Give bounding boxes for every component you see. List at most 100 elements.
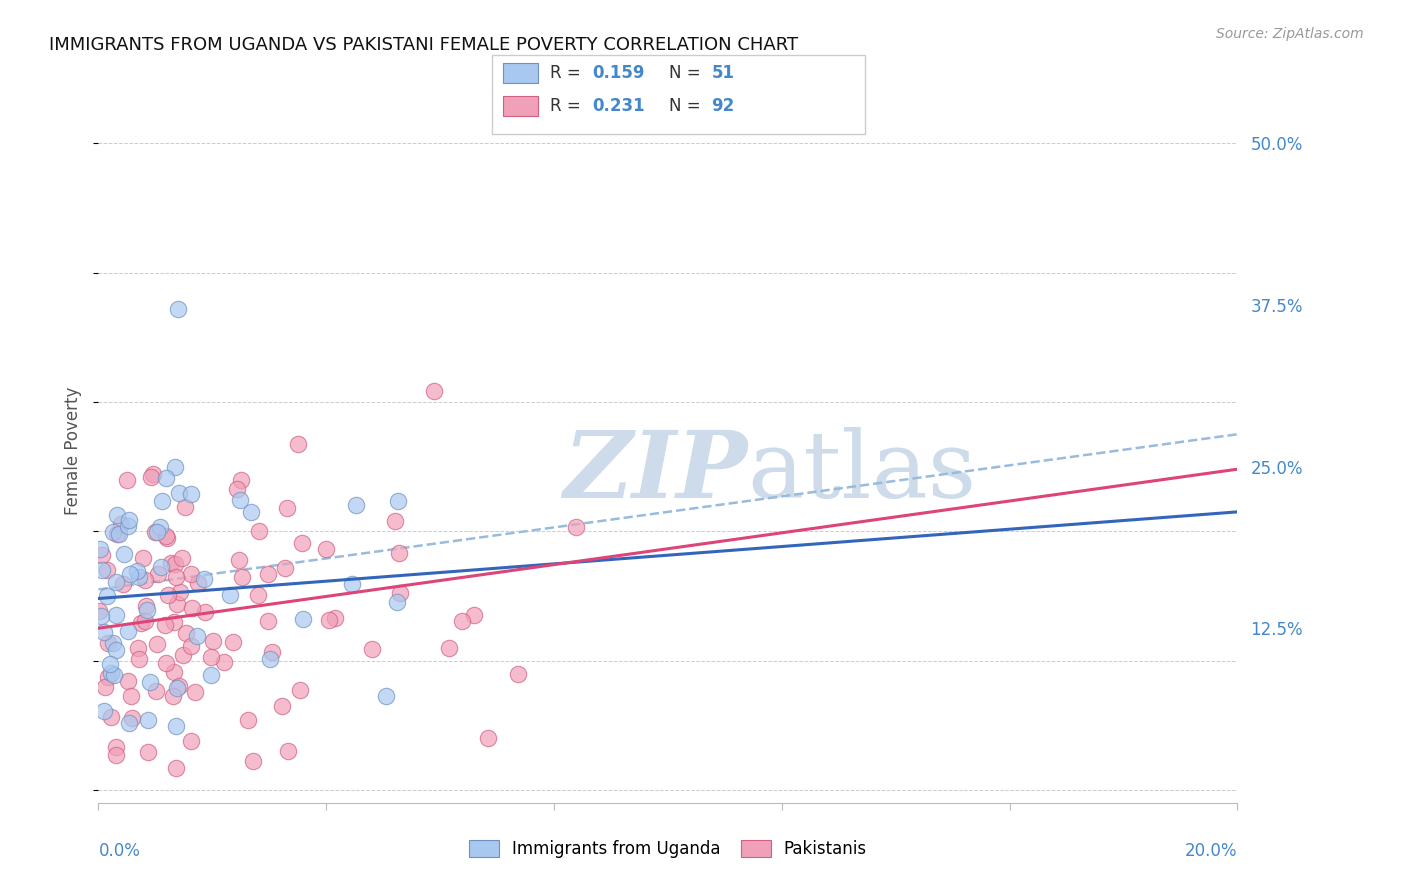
Point [291, 536, 314, 550]
Point [127, 640, 149, 655]
Point [221, 635, 243, 649]
Text: atlas: atlas [748, 426, 977, 516]
Point [166, 681, 188, 695]
Text: N =: N = [669, 97, 706, 115]
Text: 0.231: 0.231 [592, 97, 644, 115]
Point [90, 548, 112, 562]
Point [136, 714, 159, 728]
Point [451, 614, 474, 628]
Point [94, 680, 117, 694]
Point [229, 473, 252, 487]
Point [388, 546, 411, 560]
Point [107, 508, 129, 523]
Text: 0.159: 0.159 [592, 64, 644, 82]
Point [565, 519, 588, 533]
Point [180, 734, 202, 748]
Point [135, 599, 157, 614]
Point [226, 482, 249, 496]
Point [165, 570, 187, 584]
Point [162, 689, 184, 703]
Point [262, 645, 284, 659]
Point [180, 600, 202, 615]
Point [277, 744, 299, 758]
Point [101, 525, 124, 540]
Point [150, 560, 173, 574]
Point [141, 470, 163, 484]
Point [146, 637, 169, 651]
Point [231, 570, 253, 584]
Point [139, 674, 162, 689]
Point [437, 640, 460, 655]
Point [112, 576, 135, 591]
Point [174, 625, 197, 640]
Text: N =: N = [669, 64, 706, 82]
Point [155, 471, 177, 485]
Point [287, 437, 309, 451]
Point [200, 650, 222, 665]
Point [315, 541, 337, 556]
Point [276, 501, 298, 516]
Point [108, 526, 131, 541]
Point [98, 657, 121, 671]
Point [87, 604, 110, 618]
Text: 51: 51 [711, 64, 734, 82]
Point [97, 670, 120, 684]
Point [142, 467, 165, 481]
Point [93, 704, 115, 718]
Point [172, 648, 194, 662]
Point [375, 689, 398, 703]
Y-axis label: Female Poverty: Female Poverty [65, 386, 83, 515]
Point [186, 629, 208, 643]
Point [105, 739, 128, 754]
Point [174, 500, 197, 515]
Point [105, 747, 128, 762]
Point [256, 567, 278, 582]
Point [342, 577, 364, 591]
Point [193, 572, 215, 586]
Point [214, 656, 236, 670]
Text: R =: R = [550, 97, 586, 115]
Point [103, 667, 125, 681]
Point [246, 588, 269, 602]
Point [115, 473, 138, 487]
Text: 92: 92 [711, 97, 735, 115]
Point [170, 551, 193, 566]
Point [89, 542, 111, 557]
Point [101, 635, 124, 649]
Point [422, 384, 444, 399]
Point [128, 570, 150, 584]
Point [117, 624, 139, 638]
Text: Source: ZipAtlas.com: Source: ZipAtlas.com [1216, 27, 1364, 41]
Point [318, 613, 340, 627]
Point [134, 573, 156, 587]
Point [274, 560, 297, 574]
Point [104, 607, 127, 622]
Point [228, 552, 250, 566]
Point [104, 642, 127, 657]
Point [118, 715, 141, 730]
Point [155, 529, 177, 543]
Point [96, 589, 118, 603]
Point [93, 624, 115, 639]
Point [118, 513, 141, 527]
Point [384, 514, 406, 528]
Point [270, 699, 292, 714]
Point [105, 527, 128, 541]
Point [156, 531, 179, 545]
Point [387, 494, 409, 508]
Legend: Immigrants from Uganda, Pakistanis: Immigrants from Uganda, Pakistanis [463, 833, 873, 865]
Point [165, 460, 187, 475]
Point [167, 301, 190, 316]
Point [149, 520, 172, 534]
Text: ZIP: ZIP [564, 426, 748, 516]
Point [97, 636, 120, 650]
Point [90, 609, 112, 624]
Point [136, 745, 159, 759]
Point [344, 498, 367, 512]
Text: IMMIGRANTS FROM UGANDA VS PAKISTANI FEMALE POVERTY CORRELATION CHART: IMMIGRANTS FROM UGANDA VS PAKISTANI FEMA… [49, 36, 799, 54]
Point [104, 575, 127, 590]
Point [127, 564, 149, 578]
Point [240, 505, 263, 519]
Point [388, 585, 411, 599]
Point [290, 683, 312, 698]
